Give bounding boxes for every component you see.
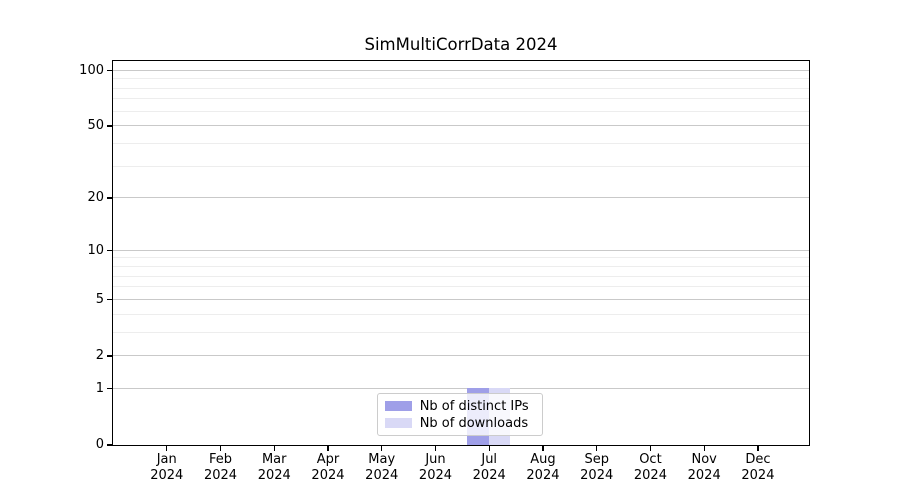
chart-title: SimMultiCorrData 2024 bbox=[364, 35, 558, 54]
x-tick-label: Nov 2024 bbox=[687, 452, 721, 483]
x-tick-mark bbox=[757, 446, 759, 451]
y-tick-label: 5 bbox=[95, 291, 104, 307]
gridline-major bbox=[112, 69, 809, 71]
x-tick-label: Oct 2024 bbox=[633, 452, 667, 483]
x-tick-label: Jan 2024 bbox=[150, 452, 184, 483]
gridline-minor bbox=[112, 331, 809, 333]
gridline-minor bbox=[112, 87, 809, 89]
gridline-major bbox=[112, 355, 809, 357]
y-tick-mark bbox=[106, 388, 112, 390]
y-tick-label: 2 bbox=[95, 347, 104, 363]
y-tick-mark bbox=[106, 355, 112, 357]
y-tick-mark bbox=[106, 70, 112, 72]
x-tick-mark bbox=[273, 446, 275, 451]
x-tick-mark bbox=[219, 446, 222, 451]
x-tick-label: Feb 2024 bbox=[203, 452, 238, 483]
gridline-minor bbox=[112, 257, 809, 259]
y-tick-label: 10 bbox=[87, 242, 104, 258]
gridline-minor bbox=[112, 265, 809, 267]
x-tick-label: Dec 2024 bbox=[741, 452, 775, 483]
legend: Nb of distinct IPs Nb of downloads bbox=[376, 392, 543, 436]
gridline-major bbox=[112, 249, 809, 251]
gridline-major bbox=[112, 125, 809, 127]
y-tick-label: 0 bbox=[95, 437, 104, 452]
x-tick-label: Apr 2024 bbox=[311, 452, 345, 483]
gridline-minor bbox=[112, 110, 809, 112]
legend-label-downloads: Nb of downloads bbox=[419, 415, 529, 431]
gridline-minor bbox=[112, 142, 809, 144]
x-tick-mark bbox=[381, 446, 383, 451]
gridline-major bbox=[112, 387, 809, 389]
plot-area: Nb of distinct IPs Nb of downloads bbox=[111, 59, 810, 446]
x-tick-label: Jul 2024 bbox=[472, 452, 506, 483]
y-tick-label: 50 bbox=[87, 118, 104, 134]
gridline-minor bbox=[112, 286, 809, 288]
x-tick-mark bbox=[488, 446, 490, 451]
x-tick-label: Mar 2024 bbox=[257, 452, 291, 483]
y-tick-mark bbox=[106, 125, 112, 127]
x-tick-label: May 2024 bbox=[365, 452, 399, 483]
gridline-major bbox=[112, 298, 809, 300]
x-tick-label: Sep 2024 bbox=[580, 452, 614, 483]
x-tick-mark bbox=[703, 446, 705, 451]
legend-item-downloads: Nb of downloads bbox=[384, 415, 540, 432]
x-tick-mark bbox=[166, 446, 168, 451]
gridline-minor bbox=[112, 313, 809, 315]
x-tick-mark bbox=[327, 446, 329, 451]
y-tick-mark bbox=[106, 444, 112, 446]
x-tick-mark bbox=[649, 446, 652, 451]
gridline-minor bbox=[112, 98, 809, 100]
y-tick-label: 20 bbox=[87, 190, 104, 206]
legend-item-distinct-ips: Nb of distinct IPs bbox=[384, 398, 540, 415]
y-tick-mark bbox=[106, 249, 112, 252]
x-tick-mark bbox=[596, 446, 598, 451]
y-tick-label: 100 bbox=[79, 62, 104, 78]
gridline-major bbox=[112, 197, 809, 199]
x-tick-label: Jun 2024 bbox=[418, 452, 453, 483]
y-tick-label: 1 bbox=[95, 380, 104, 396]
y-tick-mark bbox=[106, 197, 112, 199]
gridline-minor bbox=[112, 165, 809, 167]
x-tick-mark bbox=[542, 446, 544, 451]
x-tick-label: Aug 2024 bbox=[526, 452, 560, 483]
legend-label-distinct-ips: Nb of distinct IPs bbox=[419, 398, 529, 414]
legend-swatch-distinct-ips-icon bbox=[384, 401, 412, 412]
gridline-minor bbox=[112, 275, 809, 277]
gridline-minor bbox=[112, 78, 809, 80]
x-tick-mark bbox=[434, 446, 437, 451]
legend-swatch-downloads-icon bbox=[384, 418, 412, 429]
y-tick-mark bbox=[106, 299, 112, 301]
